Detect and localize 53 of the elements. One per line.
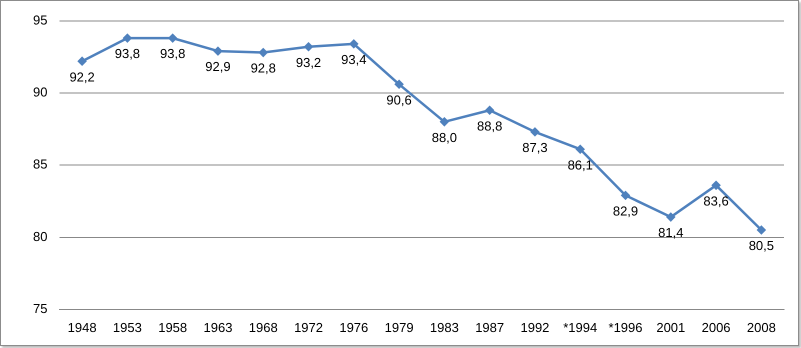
x-tick-label: 1979: [384, 320, 414, 335]
point: [576, 144, 584, 154]
point: [394, 80, 404, 89]
y-tick-label: 90: [32, 84, 48, 100]
data-label: 93,4: [341, 52, 366, 67]
point: [168, 34, 177, 42]
x-tick-label: *1996: [608, 320, 642, 335]
data-label: 92,2: [69, 69, 95, 84]
data-label: 92,8: [250, 60, 276, 76]
data-label: 88,8: [477, 118, 502, 134]
x-tick-label: 1953: [112, 320, 142, 335]
point: [621, 191, 630, 200]
point: [485, 106, 494, 115]
data-label: 82,9: [612, 203, 638, 218]
data-label: 90,6: [386, 92, 412, 108]
point: [666, 212, 676, 222]
x-tick-label: *1994: [563, 320, 598, 335]
point: [78, 56, 86, 66]
point: [350, 40, 358, 48]
y-tick-label: 75: [32, 300, 48, 316]
y-tick-label: 95: [32, 12, 48, 28]
point: [712, 181, 720, 190]
x-tick-label: 1963: [203, 320, 232, 335]
data-label: 83,6: [703, 193, 729, 208]
x-tick-label: 1958: [158, 320, 188, 335]
point: [214, 46, 222, 56]
data-label: 93,8: [114, 46, 140, 62]
x-tick-label: 2008: [746, 320, 776, 335]
point: [440, 118, 449, 126]
data-label: 93,8: [160, 46, 186, 62]
x-tick-label: 1992: [520, 320, 550, 335]
x-tick-label: 1987: [475, 320, 504, 335]
data-label: 93,2: [296, 54, 322, 70]
data-label: 80,5: [748, 238, 774, 254]
x-tick-label: 1948: [68, 320, 97, 335]
x-tick-label: 1983: [430, 320, 459, 335]
x-tick-label: 1976: [339, 320, 368, 335]
data-label: 92,9: [205, 59, 231, 74]
x-tick-label: 1972: [294, 320, 323, 335]
x-tick-label: 2001: [656, 320, 686, 335]
y-tick-label: 80: [32, 228, 48, 244]
data-label: 86,1: [568, 157, 593, 172]
y-tick-label: 85: [32, 156, 48, 172]
point: [530, 128, 540, 136]
x-tick-label: 2006: [702, 320, 731, 335]
data-label: 88,0: [432, 130, 458, 145]
x-tick-label: 1968: [248, 320, 278, 335]
data-label: 81,4: [658, 225, 684, 240]
point: [258, 48, 268, 57]
point: [757, 226, 766, 234]
point: [123, 34, 132, 42]
point: [304, 42, 313, 52]
data-label: 87,3: [522, 140, 548, 155]
